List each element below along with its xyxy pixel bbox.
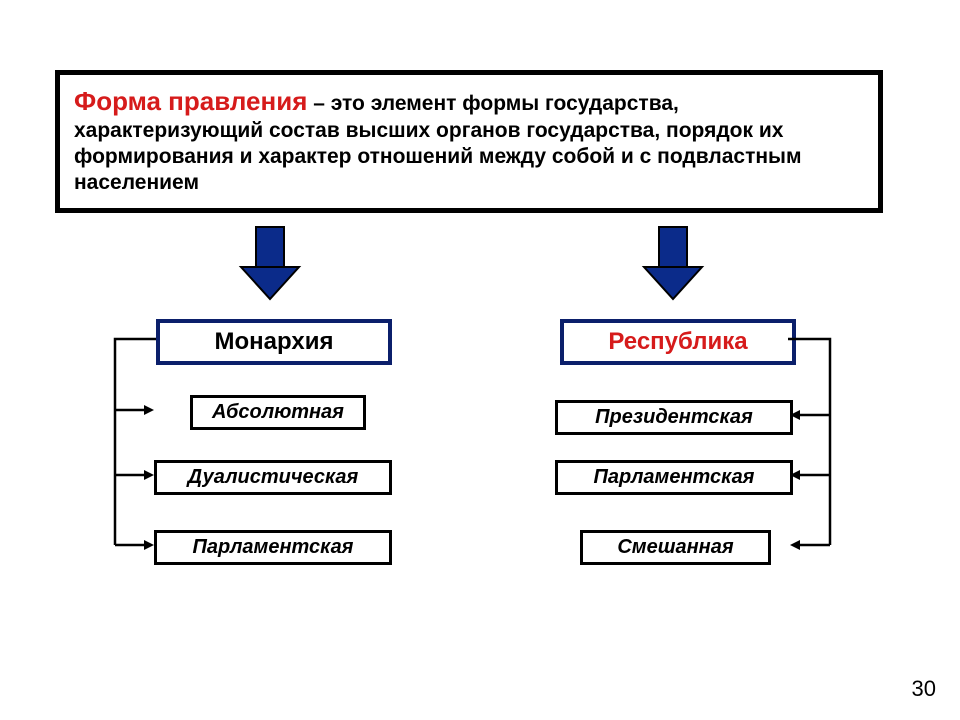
- sub-republic-1: Парламентская: [555, 460, 793, 495]
- sub-monarchy-2: Парламентская: [154, 530, 392, 565]
- sub-monarchy-1: Дуалистическая: [154, 460, 392, 495]
- page-number: 30: [912, 676, 936, 702]
- sub-republic-2: Смешанная: [580, 530, 771, 565]
- sub-monarchy-0-label: Абсолютная: [212, 401, 344, 423]
- sub-republic-0: Президентская: [555, 400, 793, 435]
- sub-republic-1-label: Парламентская: [594, 466, 755, 488]
- sub-monarchy-0: Абсолютная: [190, 395, 366, 430]
- sub-monarchy-1-label: Дуалистическая: [188, 466, 359, 488]
- sub-monarchy-2-label: Парламентская: [193, 536, 354, 558]
- connector-right: [0, 0, 960, 720]
- sub-republic-2-label: Смешанная: [617, 536, 733, 558]
- sub-republic-0-label: Президентская: [595, 406, 753, 428]
